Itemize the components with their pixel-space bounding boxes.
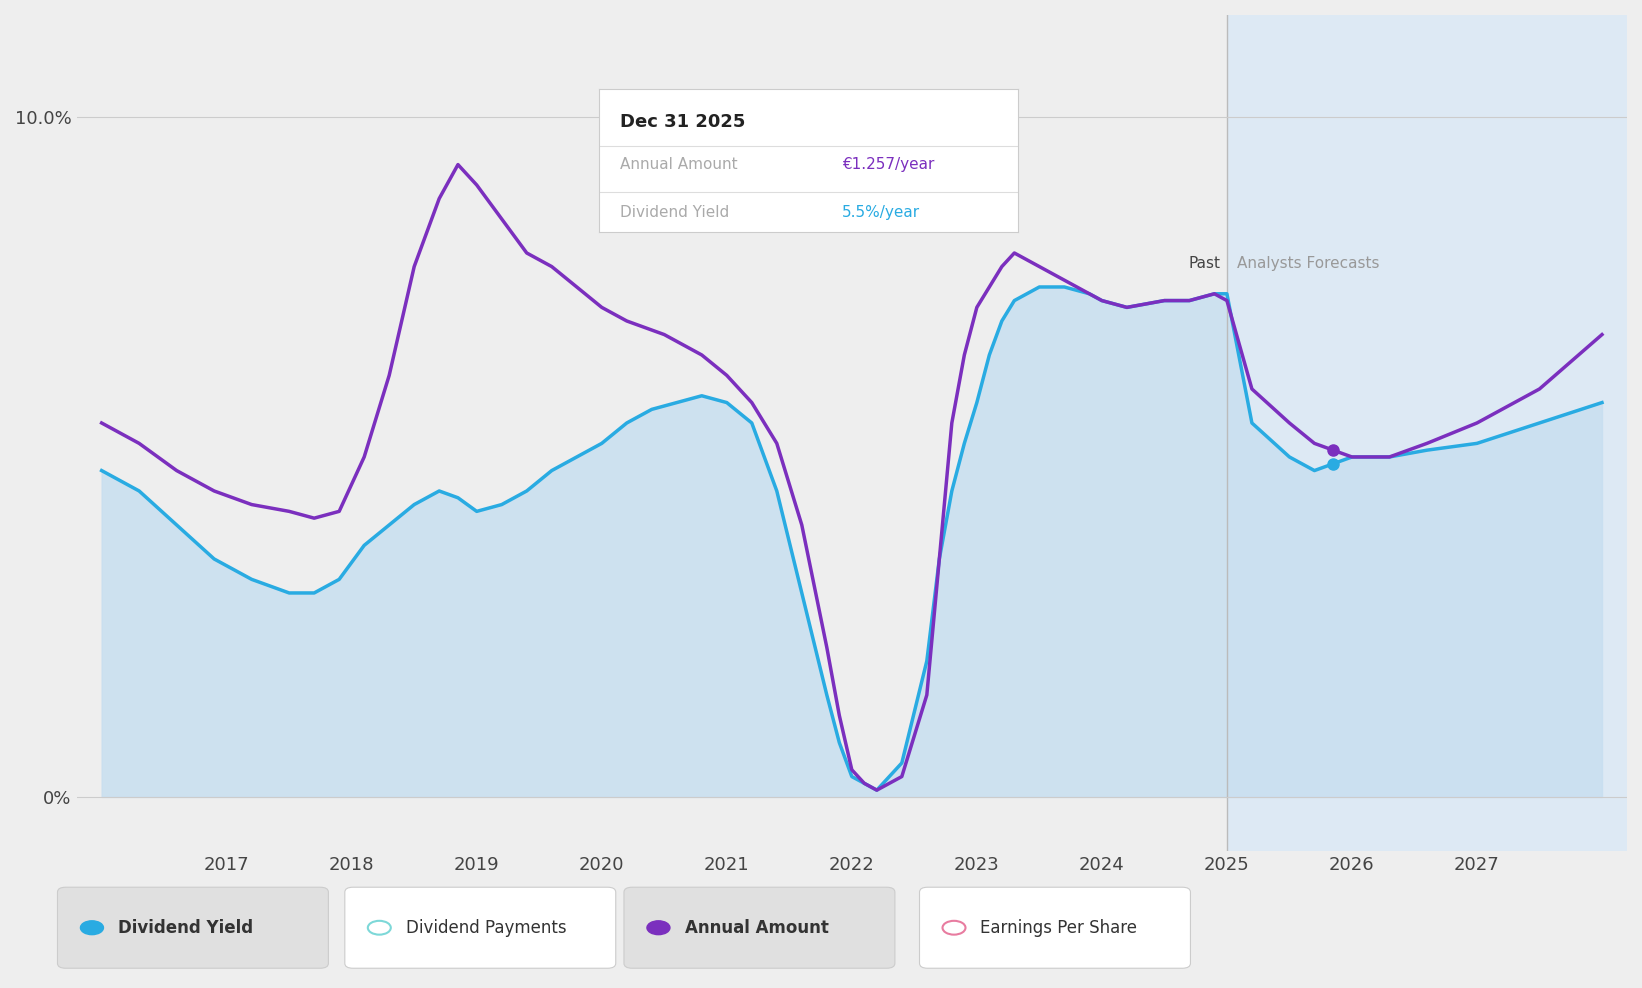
Text: Dividend Yield: Dividend Yield xyxy=(118,919,253,937)
Text: €1.257/year: €1.257/year xyxy=(842,157,934,172)
Text: Dividend Payments: Dividend Payments xyxy=(406,919,566,937)
Text: Dec 31 2025: Dec 31 2025 xyxy=(621,114,745,131)
Text: Dividend Yield: Dividend Yield xyxy=(621,205,729,219)
Text: 5.5%/year: 5.5%/year xyxy=(842,205,920,219)
Text: Past: Past xyxy=(1189,256,1220,271)
Text: Annual Amount: Annual Amount xyxy=(621,157,737,172)
Text: Annual Amount: Annual Amount xyxy=(685,919,829,937)
Text: Earnings Per Share: Earnings Per Share xyxy=(980,919,1138,937)
Text: Analysts Forecasts: Analysts Forecasts xyxy=(1236,256,1379,271)
Bar xyxy=(1227,15,1627,852)
